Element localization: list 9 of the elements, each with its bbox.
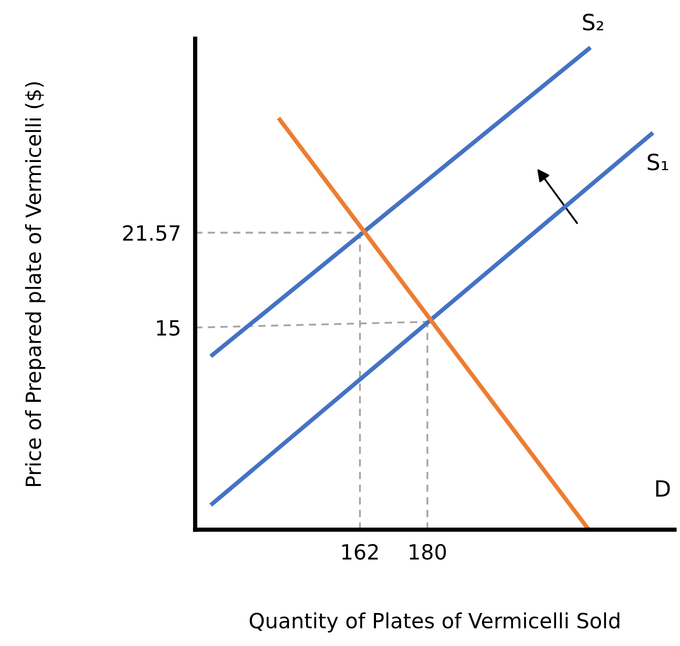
- y-tick-label: 21.57: [123, 225, 180, 241]
- text: S₂: [583, 14, 604, 30]
- x-tick-label: 180: [410, 544, 446, 560]
- x-tick-label: 162: [342, 544, 378, 560]
- annotation: D: [656, 480, 670, 497]
- y-axis-title: Price of Prepared plate of Vermicelli ($): [25, 82, 46, 486]
- y-tick-label: 15: [157, 320, 180, 336]
- annotation: S₁: [648, 154, 668, 170]
- x-axis-title: Quantity of Plates of Vermicelli Sold: [250, 612, 620, 633]
